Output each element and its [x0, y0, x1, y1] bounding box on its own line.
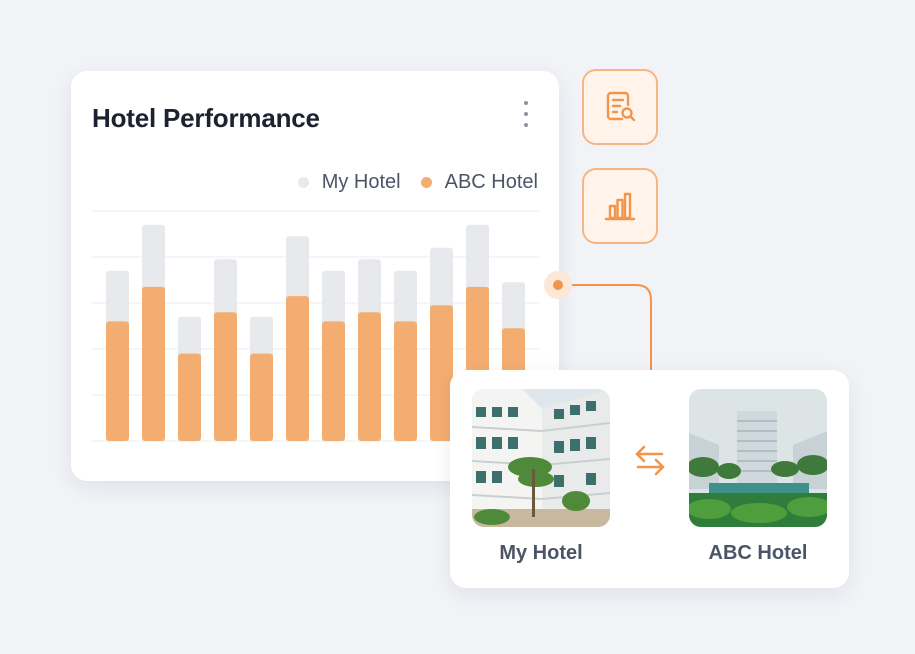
report-search-icon — [606, 91, 636, 122]
performance-bar-chart — [91, 210, 539, 442]
abc-hotel-label: ABC Hotel — [708, 542, 808, 564]
bar-chart-button[interactable] — [582, 168, 658, 244]
bar-abc-hotel[interactable] — [358, 312, 381, 441]
bar-abc-hotel[interactable] — [178, 353, 201, 441]
legend-dot-my-hotel — [297, 177, 309, 188]
abc-hotel-photo[interactable] — [689, 389, 827, 527]
kebab-menu-icon[interactable] — [521, 101, 531, 127]
hotel-performance-card: Hotel Performance My Hotel ABC Hotel — [71, 71, 559, 481]
bar-abc-hotel[interactable] — [322, 321, 345, 441]
legend-dot-abc-hotel — [420, 177, 432, 188]
bar-abc-hotel[interactable] — [142, 286, 165, 441]
legend-item-abc-hotel[interactable]: ABC Hotel — [420, 171, 538, 194]
bar-abc-hotel[interactable] — [214, 312, 237, 441]
bar-abc-hotel[interactable] — [286, 296, 309, 441]
bar-abc-hotel[interactable] — [106, 321, 129, 441]
connector-dot — [553, 280, 563, 290]
bar-abc-hotel[interactable] — [394, 321, 417, 441]
card-title: Hotel Performance — [92, 103, 320, 133]
my-hotel-label: My Hotel — [499, 542, 583, 564]
bar-abc-hotel[interactable] — [430, 305, 453, 441]
chart-legend: My Hotel ABC Hotel — [297, 171, 538, 194]
hotel-comparison-card: My Hotel ABC Hotel — [450, 370, 849, 588]
legend-item-my-hotel[interactable]: My Hotel — [297, 171, 401, 194]
report-search-button[interactable] — [582, 69, 658, 145]
legend-label-abc-hotel: ABC Hotel — [444, 171, 538, 193]
bar-chart-icon — [604, 192, 636, 221]
my-hotel-photo[interactable] — [472, 389, 610, 527]
legend-label-my-hotel: My Hotel — [321, 171, 401, 193]
bar-abc-hotel[interactable] — [250, 353, 273, 441]
swap-arrows-icon[interactable] — [633, 442, 667, 478]
